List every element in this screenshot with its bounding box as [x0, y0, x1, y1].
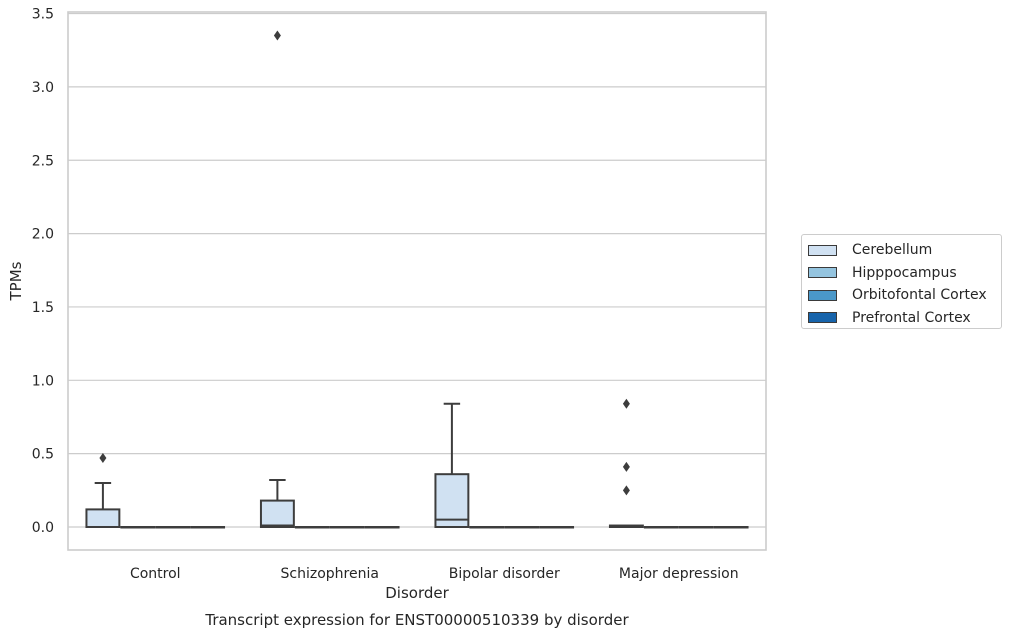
- x-tick-label: Schizophrenia: [281, 566, 379, 582]
- x-tick-label: Major depression: [619, 566, 739, 582]
- box-hipppocampus: [469, 526, 505, 529]
- plot-area-frame: [67, 11, 767, 551]
- box-hipppocampus: [643, 526, 679, 529]
- y-tick-label: 1.5: [32, 300, 54, 316]
- box-orbitofontal-cortex: [155, 526, 191, 529]
- x-axis-ticks: Control Schizophrenia Bipolar disorder Majo…: [130, 566, 739, 582]
- box-body: [85, 508, 121, 528]
- outlier-point: [622, 485, 630, 496]
- box-prefrontal-cortex: [713, 526, 749, 529]
- box-cerebellum: [608, 398, 644, 529]
- legend-swatch: [808, 267, 837, 279]
- legend-label: Prefrontal Cortex: [852, 309, 971, 326]
- gridlines: [68, 12, 766, 528]
- y-tick-label: 2.0: [32, 227, 54, 243]
- y-tick-label: 0.0: [32, 520, 54, 536]
- outlier-point: [99, 453, 107, 464]
- boxes: [85, 30, 749, 529]
- box-cerebellum: [85, 453, 121, 528]
- y-tick-label: 0.5: [32, 447, 54, 463]
- box-orbitofontal-cortex: [678, 526, 714, 529]
- y-tick-label: 2.5: [32, 153, 54, 169]
- legend-label: Hipppocampus: [852, 264, 957, 281]
- box-prefrontal-cortex: [364, 526, 400, 529]
- legend-item: Prefrontal Cortex: [808, 307, 993, 330]
- box-prefrontal-cortex: [539, 526, 575, 529]
- outlier-point: [622, 461, 630, 472]
- legend-swatch: [808, 312, 837, 324]
- y-tick-label: 3.0: [32, 80, 54, 96]
- legend: Cerebellum Hipppocampus Orbitofontal Corte…: [801, 234, 1002, 329]
- box-orbitofontal-cortex: [504, 526, 540, 529]
- x-tick-label: Bipolar disorder: [449, 566, 560, 582]
- box-cerebellum: [434, 402, 470, 528]
- box-cerebellum: [259, 30, 295, 528]
- outlier-point: [622, 398, 630, 409]
- x-tick-label: Control: [130, 566, 181, 582]
- box-prefrontal-cortex: [190, 526, 226, 529]
- y-axis-ticks: 0.0 0.5 1.0 1.5 2.0 2.5 3.0 3.5: [32, 7, 54, 536]
- legend-item: Orbitofontal Cortex: [808, 284, 993, 307]
- y-tick-label: 3.5: [32, 7, 54, 23]
- legend-label: Cerebellum: [852, 242, 933, 259]
- legend-item: Cerebellum: [808, 239, 993, 262]
- box-body: [259, 499, 295, 528]
- legend-swatch: [808, 244, 837, 256]
- y-axis-label: TPMs: [7, 261, 25, 301]
- box-orbitofontal-cortex: [329, 526, 365, 529]
- legend-item: Hipppocampus: [808, 262, 993, 285]
- y-tick-label: 1.0: [32, 373, 54, 389]
- box-hipppocampus: [120, 526, 156, 529]
- box-hipppocampus: [294, 526, 330, 529]
- outlier-point: [273, 30, 281, 41]
- box-body: [434, 473, 470, 528]
- legend-label: Orbitofontal Cortex: [852, 287, 987, 304]
- legend-swatch: [808, 289, 837, 301]
- chart-title: Transcript expression for ENST0000051033…: [204, 611, 629, 629]
- x-axis-label: Disorder: [385, 584, 449, 602]
